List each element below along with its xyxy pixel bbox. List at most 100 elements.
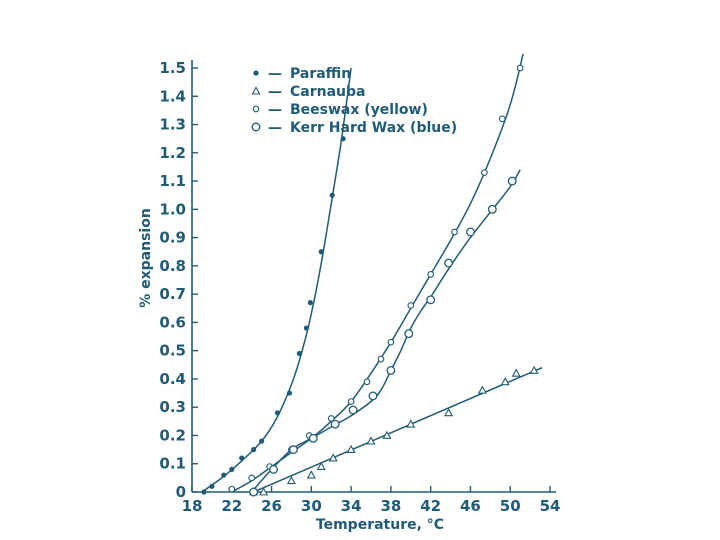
beeswax-yellow-point bbox=[228, 485, 236, 493]
beeswax-yellow-point bbox=[451, 228, 458, 236]
beeswax-yellow-point bbox=[498, 115, 506, 123]
carnauba-point bbox=[511, 368, 521, 377]
paraffin-point bbox=[209, 483, 215, 489]
beeswax-yellow-point bbox=[327, 415, 335, 422]
legend-label-carnauba: Carnauba bbox=[290, 84, 365, 100]
beeswax-yellow-point bbox=[377, 355, 385, 363]
y-tick-label: 0 bbox=[176, 483, 186, 501]
axes: 18 22 26 30 34 38 42 46 50 54 0 0.1 0.2 0.3 0.4 0.5 0.6 0… bbox=[159, 59, 560, 515]
paraffin-point bbox=[259, 438, 265, 444]
y-tick-label: 0.8 bbox=[159, 257, 186, 275]
kerr-hard-wax-blue-point bbox=[404, 329, 414, 339]
y-tick-label: 1.5 bbox=[159, 59, 186, 77]
y-tick-label: 0.3 bbox=[159, 398, 186, 416]
legend-label-beeswax-yellow: Beeswax (yellow) bbox=[290, 102, 428, 118]
paraffin-point bbox=[303, 325, 309, 331]
kerr-hard-wax-blue-point bbox=[288, 445, 298, 455]
legend-dash: — bbox=[268, 120, 282, 136]
paraffin-point bbox=[221, 472, 227, 478]
carnauba-point bbox=[529, 365, 539, 374]
kerr-hard-wax-blue-point bbox=[368, 391, 378, 401]
x-tick-label: 38 bbox=[380, 497, 401, 515]
y-tick-label: 0.6 bbox=[159, 313, 186, 331]
kerr-hard-wax-blue-point bbox=[507, 176, 517, 186]
legend-marker-kerr-hard-wax-blue bbox=[251, 122, 261, 132]
y-tick-label: 1.3 bbox=[159, 116, 186, 134]
y-tick-label: 1.0 bbox=[159, 200, 186, 218]
kerr-hard-wax-blue-point bbox=[444, 258, 454, 268]
beeswax-yellow-point bbox=[347, 398, 355, 405]
x-tick-label: 30 bbox=[301, 497, 322, 515]
kerr-hard-wax-blue-curve bbox=[251, 169, 521, 493]
x-tick-label: 46 bbox=[460, 497, 481, 515]
carnauba-point bbox=[366, 436, 376, 445]
legend: — Paraffin — Carnauba — Beeswax (yellow) — Kerr… bbox=[251, 66, 457, 136]
x-tick-label: 42 bbox=[420, 497, 441, 515]
paraffin-point bbox=[329, 192, 335, 198]
legend-dash: — bbox=[268, 84, 282, 100]
kerr-hard-wax-blue-point bbox=[348, 405, 358, 415]
y-tick-label: 0.4 bbox=[159, 370, 186, 388]
kerr-hard-wax-blue-point bbox=[426, 295, 436, 305]
kerr-hard-wax-blue-point bbox=[386, 366, 396, 375]
beeswax-yellow-point bbox=[516, 64, 524, 72]
legend-label-paraffin: Paraffin bbox=[290, 66, 351, 82]
paraffin-point bbox=[251, 446, 257, 453]
paraffin-point bbox=[296, 350, 302, 357]
paraffin-point bbox=[274, 410, 281, 416]
paraffin-point bbox=[318, 249, 324, 255]
carnauba-point bbox=[382, 430, 392, 439]
x-tick-label: 34 bbox=[341, 497, 362, 515]
x-tick-label: 50 bbox=[500, 497, 521, 515]
beeswax-yellow-point bbox=[363, 378, 371, 386]
x-tick-label: 26 bbox=[261, 497, 282, 515]
beeswax-yellow-point bbox=[248, 474, 256, 482]
carnauba-point bbox=[306, 470, 316, 479]
kerr-hard-wax-blue-point bbox=[269, 464, 278, 474]
carnauba-point bbox=[346, 444, 356, 454]
beeswax-yellow-point bbox=[481, 169, 488, 176]
carnauba-point bbox=[316, 461, 326, 470]
legend-marker-carnauba bbox=[251, 86, 261, 95]
legend-marker-beeswax-yellow bbox=[252, 105, 260, 113]
series-markers bbox=[201, 64, 539, 497]
carnauba-point bbox=[259, 487, 269, 496]
paraffin-curve bbox=[201, 67, 352, 493]
kerr-hard-wax-blue-point bbox=[249, 487, 259, 497]
paraffin-point bbox=[239, 455, 245, 461]
y-tick-label: 1.1 bbox=[159, 172, 186, 190]
paraffin-point bbox=[307, 300, 313, 306]
kerr-hard-wax-blue-point bbox=[465, 227, 475, 237]
carnauba-curve bbox=[253, 366, 543, 493]
y-tick-label: 1.4 bbox=[159, 87, 186, 105]
y-tick-label: 0.7 bbox=[159, 285, 186, 303]
kerr-hard-wax-blue-point bbox=[308, 433, 318, 443]
carnauba-point bbox=[444, 408, 454, 417]
x-axis-title: Temperature, °C bbox=[316, 517, 444, 533]
kerr-hard-wax-blue-point bbox=[330, 419, 340, 429]
carnauba-point bbox=[500, 377, 510, 386]
carnauba-point bbox=[286, 475, 296, 485]
carnauba-point bbox=[328, 453, 338, 462]
beeswax-yellow-point bbox=[387, 338, 395, 346]
x-tick-label: 54 bbox=[540, 497, 561, 515]
x-tick-label: 18 bbox=[182, 497, 203, 515]
y-tick-label: 0.9 bbox=[159, 229, 186, 247]
y-tick-label: 0.5 bbox=[159, 342, 186, 360]
legend-dash: — bbox=[268, 66, 282, 82]
y-tick-label: 0.1 bbox=[159, 455, 186, 473]
legend-label-kerr-hard-wax-blue: Kerr Hard Wax (blue) bbox=[290, 120, 457, 136]
kerr-hard-wax-blue-point bbox=[487, 204, 497, 214]
y-tick-label: 1.2 bbox=[159, 144, 186, 162]
beeswax-yellow-point bbox=[407, 302, 415, 309]
paraffin-point bbox=[286, 390, 293, 396]
carnauba-point bbox=[406, 419, 416, 428]
y-tick-label: 0.2 bbox=[159, 426, 186, 444]
legend-marker-paraffin bbox=[253, 70, 259, 76]
paraffin-point bbox=[201, 489, 207, 495]
y-axis-title: % expansion bbox=[138, 208, 154, 308]
x-tick-label: 22 bbox=[221, 497, 242, 515]
beeswax-yellow-point bbox=[427, 270, 435, 278]
carnauba-point bbox=[477, 385, 487, 394]
